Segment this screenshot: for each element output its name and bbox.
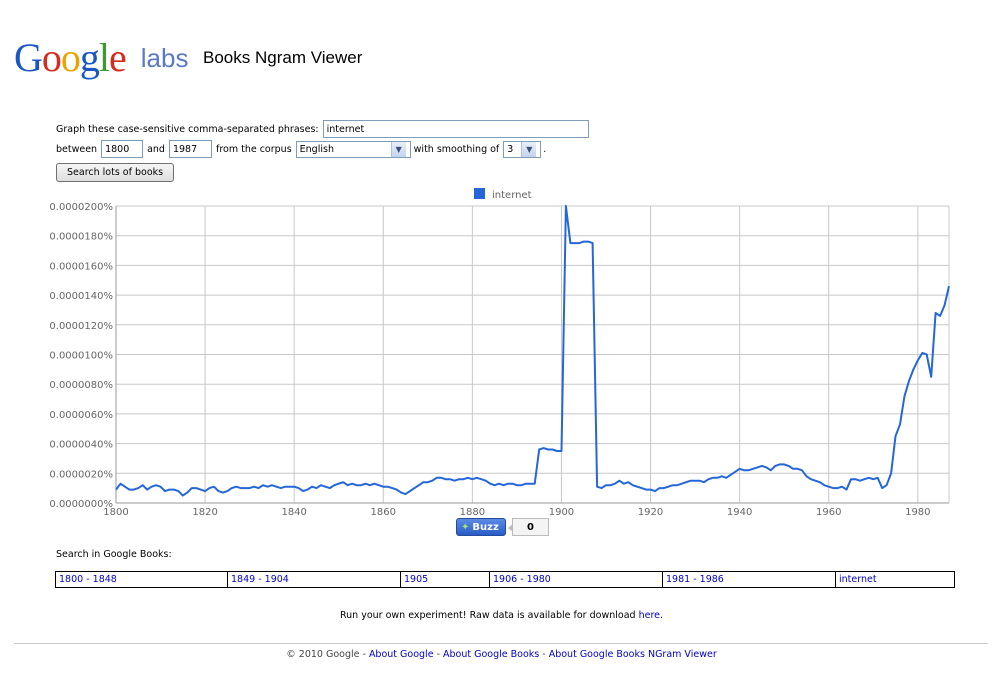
corpus-select-value: English — [299, 143, 334, 155]
y-tick-label: 0.0000100% — [49, 351, 113, 362]
x-tick-label: 1980 — [905, 507, 930, 518]
y-tick-label: 0.0000080% — [49, 380, 113, 391]
y-tick-label: 0.0000040% — [49, 440, 113, 451]
buzz-widget: ✦ Buzz 0 — [456, 518, 549, 536]
y-tick-label: 0.0000020% — [49, 469, 113, 480]
copyright: © 2010 Google — [286, 649, 360, 660]
x-tick-label: 1800 — [103, 507, 128, 518]
search-button[interactable]: Search lots of books — [56, 163, 175, 182]
google-labs-logo[interactable]: Google labs — [14, 38, 188, 78]
search-in-label: Search in Google Books: — [56, 549, 172, 560]
smoothing-select[interactable]: 3 ▼ — [503, 140, 542, 158]
about-google-link[interactable]: About Google — [368, 649, 434, 660]
footer-separator: - — [539, 649, 549, 660]
phrases-label: Graph these case-sensitive comma-separat… — [56, 123, 319, 135]
y-tick-label: 0.0000060% — [49, 410, 113, 421]
experiment-note: Run your own experiment! Raw data is ava… — [0, 610, 1003, 621]
period-text: . — [543, 143, 547, 155]
range-link[interactable]: internet — [839, 574, 877, 585]
logo-letter: o — [60, 35, 81, 80]
logo-letter: e — [109, 35, 127, 80]
logo-letter: g — [79, 35, 100, 80]
logo-letter: G — [14, 35, 43, 80]
range-table: 1800 - 1848 1849 - 1904 1905 1906 - 1980… — [55, 571, 955, 588]
and-label: and — [147, 143, 165, 155]
buzz-icon: ✦ — [461, 521, 470, 533]
y-tick-label: 0.0000000% — [49, 499, 113, 510]
series-line-internet — [115, 205, 950, 497]
buzz-label: Buzz — [472, 521, 499, 533]
logo-letter: l — [98, 35, 110, 80]
smoothing-label: with smoothing of — [413, 143, 500, 155]
legend-swatch — [474, 188, 485, 199]
range-link[interactable]: 1849 - 1904 — [228, 572, 401, 587]
x-tick-label: 1960 — [816, 507, 841, 518]
experiment-suffix: . — [660, 610, 664, 621]
x-tick-label: 1900 — [549, 507, 574, 518]
x-tick-label: 1920 — [638, 507, 663, 518]
chevron-down-icon: ▼ — [521, 141, 537, 157]
y-tick-label: 0.0000140% — [49, 291, 113, 302]
x-tick-label: 1820 — [192, 507, 217, 518]
range-link[interactable]: 1800 - 1848 — [56, 572, 228, 587]
footer: © 2010 Google - About Google - About Goo… — [0, 649, 1003, 660]
footer-separator: - — [433, 649, 444, 660]
logo-letter: o — [41, 35, 62, 80]
range-link[interactable]: 1906 - 1980 — [490, 572, 663, 587]
y-tick-label: 0.0000200% — [49, 202, 113, 213]
divider — [14, 643, 988, 644]
labs-wordmark: labs — [140, 43, 189, 73]
smoothing-select-value: 3 — [507, 143, 514, 155]
y-tick-label: 0.0000120% — [49, 321, 113, 332]
query-form: Graph these case-sensitive comma-separat… — [56, 119, 589, 182]
download-link[interactable]: here — [638, 610, 660, 621]
between-label: between — [56, 143, 98, 155]
about-ngram-viewer-link[interactable]: About Google Books NGram Viewer — [548, 649, 717, 660]
range-link[interactable]: 1905 — [401, 572, 490, 587]
x-tick-label: 1940 — [727, 507, 752, 518]
range-link[interactable]: 1981 - 1986 — [663, 572, 836, 587]
about-google-books-link[interactable]: About Google Books — [443, 649, 540, 660]
google-wordmark: Google — [14, 35, 135, 80]
phrases-input[interactable] — [322, 120, 589, 138]
buzz-button[interactable]: ✦ Buzz — [456, 518, 506, 536]
buzz-count: 0 — [508, 518, 549, 536]
legend-label: internet — [492, 190, 532, 201]
chevron-down-icon: ▼ — [390, 141, 406, 157]
page-title: Books Ngram Viewer — [203, 48, 363, 67]
footer-separator: - — [359, 649, 369, 660]
x-tick-label: 1880 — [460, 507, 485, 518]
experiment-text: Run your own experiment! Raw data is ava… — [339, 610, 639, 621]
end-year-input[interactable] — [168, 140, 212, 158]
start-year-input[interactable] — [101, 140, 144, 158]
x-tick-label: 1860 — [371, 507, 396, 518]
y-tick-label: 0.0000160% — [49, 261, 113, 272]
corpus-label: from the corpus — [215, 143, 292, 155]
corpus-select[interactable]: English ▼ — [295, 140, 411, 158]
x-tick-label: 1840 — [281, 507, 306, 518]
y-tick-label: 0.0000180% — [49, 232, 113, 243]
